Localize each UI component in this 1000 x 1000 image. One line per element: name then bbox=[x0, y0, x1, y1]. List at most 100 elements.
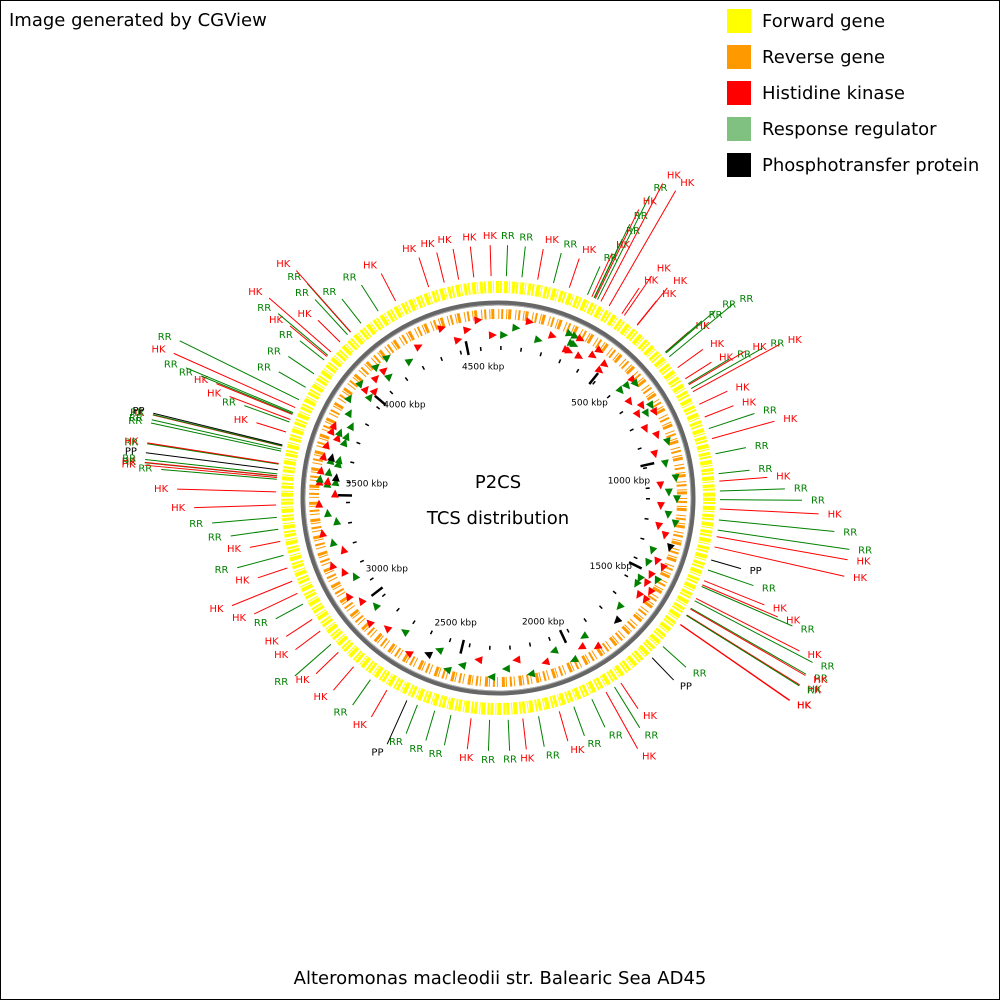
feature-label: RR bbox=[222, 398, 236, 409]
feature-marker bbox=[570, 331, 580, 339]
scale-tick bbox=[588, 372, 600, 385]
feature-label: RR bbox=[343, 272, 357, 283]
callout-line bbox=[668, 304, 733, 358]
feature-marker bbox=[329, 421, 337, 431]
callout-line bbox=[573, 706, 585, 736]
feature-label: RR bbox=[122, 453, 136, 464]
feature-marker bbox=[577, 641, 587, 650]
scale-tick bbox=[370, 586, 384, 597]
feature-marker bbox=[657, 501, 665, 511]
feature-label: HK bbox=[353, 720, 368, 731]
callout-line bbox=[452, 248, 460, 280]
backbone-highlight bbox=[304, 304, 692, 692]
feature-marker bbox=[574, 351, 584, 359]
callout-line bbox=[594, 209, 640, 299]
feature-marker bbox=[384, 373, 393, 382]
callout-line bbox=[620, 682, 639, 710]
feature-label: HK bbox=[227, 544, 242, 555]
callout-line bbox=[314, 299, 348, 336]
feature-marker bbox=[329, 561, 338, 571]
feature-marker bbox=[326, 426, 335, 436]
feature-marker bbox=[580, 631, 590, 639]
callout-line bbox=[702, 584, 778, 618]
feature-label: HK bbox=[269, 315, 284, 326]
callout-line bbox=[665, 320, 703, 353]
callout-line bbox=[692, 343, 781, 393]
callout-line bbox=[277, 313, 329, 356]
feature-label: RR bbox=[481, 755, 495, 766]
feature-label: HK bbox=[295, 675, 310, 686]
feature-label: PP bbox=[125, 447, 137, 458]
feature-marker bbox=[660, 562, 668, 572]
callout-line bbox=[145, 458, 278, 475]
callout-line bbox=[714, 546, 845, 577]
feature-label: HK bbox=[210, 604, 225, 615]
scale-label: 1500 kbp bbox=[590, 562, 633, 572]
callout-line bbox=[558, 711, 569, 742]
feature-label: HK bbox=[154, 484, 169, 495]
feature-label: HK bbox=[644, 276, 659, 287]
feature-label: HK bbox=[807, 685, 822, 696]
feature-marker bbox=[655, 521, 664, 531]
feature-label: HK bbox=[570, 745, 585, 756]
callout-line bbox=[690, 347, 763, 389]
callout-line bbox=[289, 325, 328, 357]
feature-marker bbox=[381, 354, 391, 363]
feature-marker bbox=[615, 385, 624, 395]
feature-marker bbox=[645, 400, 654, 410]
feature-label: HK bbox=[314, 692, 329, 703]
feature-label: RR bbox=[604, 253, 618, 264]
feature-marker bbox=[383, 625, 393, 634]
legend-label: Response regulator bbox=[762, 119, 937, 140]
feature-marker bbox=[324, 508, 332, 518]
callout-line bbox=[173, 352, 296, 409]
callout-line bbox=[231, 580, 293, 607]
callout-line bbox=[685, 361, 712, 380]
callout-line bbox=[317, 319, 341, 343]
scale-tick bbox=[374, 394, 387, 406]
forward-gene-ring bbox=[281, 281, 715, 715]
feature-label: HK bbox=[616, 240, 631, 251]
feature-label: HK bbox=[657, 264, 672, 275]
feature-marker bbox=[661, 530, 670, 540]
feature-marker bbox=[593, 641, 603, 650]
feature-marker bbox=[654, 556, 662, 566]
callout-line bbox=[680, 624, 790, 702]
center-title: P2CS bbox=[475, 472, 521, 493]
feature-marker bbox=[649, 406, 658, 416]
callout-line bbox=[145, 452, 278, 471]
feature-label: RR bbox=[794, 484, 808, 495]
callout-line bbox=[719, 476, 768, 482]
callout-line bbox=[553, 252, 562, 284]
callout-line bbox=[380, 273, 396, 302]
callout-line bbox=[144, 461, 278, 477]
callout-line bbox=[352, 679, 371, 706]
feature-marker bbox=[331, 477, 340, 487]
feature-label: RR bbox=[274, 677, 288, 688]
callout-line bbox=[237, 554, 284, 569]
feature-label: PP bbox=[750, 566, 762, 577]
feature-marker bbox=[424, 651, 434, 660]
feature-marker bbox=[369, 387, 378, 397]
callout-line bbox=[370, 689, 388, 718]
feature-marker bbox=[345, 592, 354, 602]
callout-line bbox=[153, 412, 283, 446]
feature-label: RR bbox=[693, 668, 707, 679]
feature-marker bbox=[673, 495, 682, 504]
feature-label: HK bbox=[786, 615, 801, 626]
feature-marker bbox=[526, 669, 536, 678]
feature-marker bbox=[656, 481, 665, 490]
callout-line bbox=[466, 718, 472, 750]
callout-line bbox=[244, 405, 290, 423]
feature-label: HK bbox=[248, 287, 263, 298]
callout-line bbox=[662, 646, 687, 668]
callout-line bbox=[505, 245, 509, 277]
feature-marker bbox=[413, 344, 423, 352]
feature-label: RR bbox=[279, 330, 293, 341]
callout-line bbox=[361, 284, 379, 312]
feature-marker bbox=[533, 335, 543, 344]
feature-marker bbox=[342, 432, 350, 442]
feature-marker bbox=[512, 655, 521, 664]
reverse-gene-ring bbox=[309, 309, 687, 687]
callout-line bbox=[651, 657, 675, 681]
